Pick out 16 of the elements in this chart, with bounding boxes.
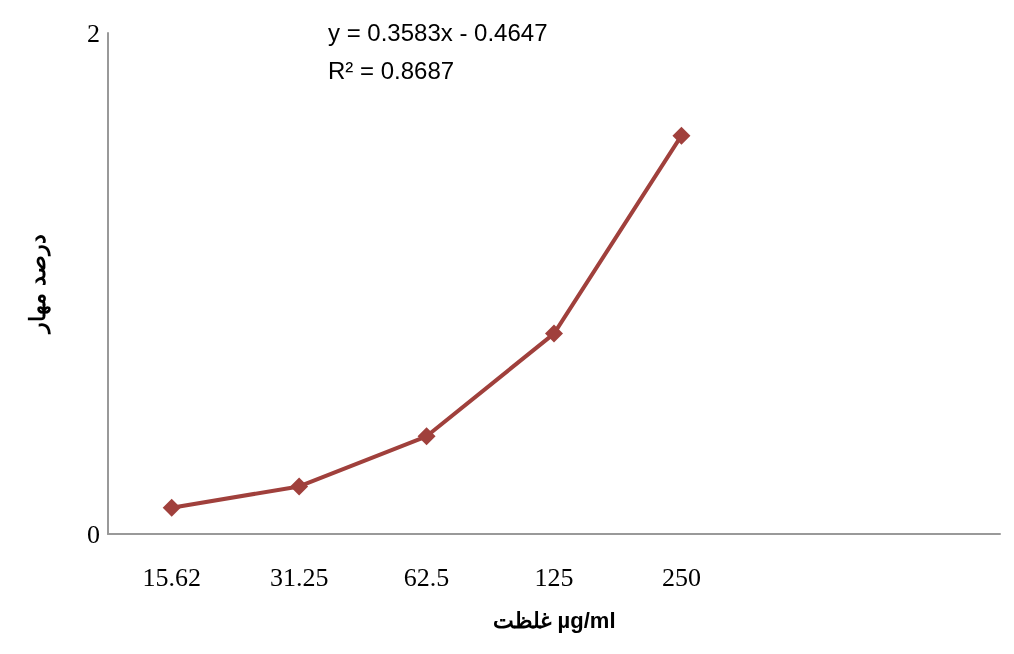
x-tick-label: 62.5 (403, 562, 450, 592)
point (545, 324, 563, 343)
x-axis-title: غلظت µg/ml (492, 607, 616, 633)
y-tick-label: 2 (87, 18, 100, 48)
point (162, 498, 181, 517)
point (417, 427, 436, 446)
annotation: R² = 0.8687 (327, 56, 455, 84)
point (672, 126, 691, 145)
annotation: y = 0.3583x - 0.4647 (328, 18, 548, 46)
x-tick-label: 125 (534, 562, 574, 592)
point (290, 477, 309, 496)
x-tick-label: 31.25 (269, 562, 329, 592)
y-tick-label: 0 (87, 519, 100, 549)
y-axis-title: درصد مهار (24, 234, 51, 335)
x-tick-label: 15.62 (142, 562, 201, 592)
x-tick-label: 250 (661, 562, 701, 592)
